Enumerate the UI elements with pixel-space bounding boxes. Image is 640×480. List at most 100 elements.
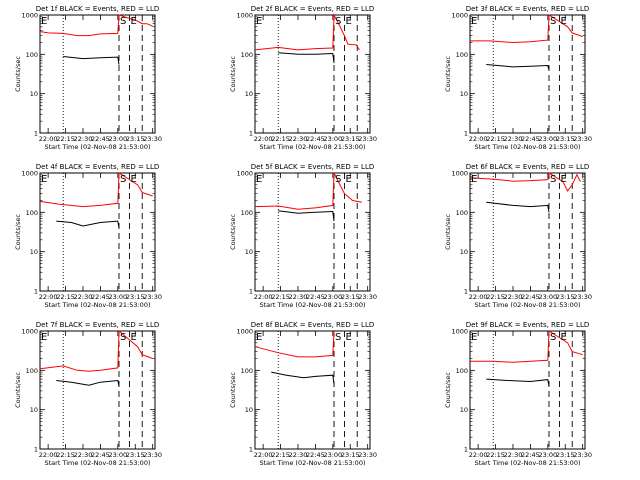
x-tick-label: 22:45 — [521, 135, 540, 143]
y-axis-label: Counts/sec — [229, 56, 237, 92]
y-tick-label: 100 — [241, 51, 253, 59]
x-tick-label: 22:00 — [254, 451, 273, 459]
panel-title: Det 5f BLACK = Events, RED = LLD — [251, 163, 374, 171]
y-tick-label: 1 — [34, 288, 38, 296]
lld-series-line — [39, 14, 153, 37]
y-tick-label: 1000 — [451, 12, 468, 20]
events-series-line — [486, 378, 550, 387]
x-tick-label: 23:15 — [556, 451, 575, 459]
events-series-line — [56, 220, 120, 229]
y-tick-label: 10 — [30, 406, 38, 414]
segment-marker-label: S — [335, 332, 341, 343]
y-tick-label: 100 — [26, 51, 38, 59]
panel-det-9: Det 9f BLACK = Events, RED = LLD 1 10 100 10… — [444, 321, 592, 467]
panel-det-2: Det 2f BLACK = Events, RED = LLD 1 10 100 10… — [229, 5, 377, 151]
y-tick-label: 100 — [456, 367, 468, 375]
x-tick-label: 23:15 — [341, 135, 360, 143]
lld-series-line — [470, 14, 583, 44]
x-tick-label: 22:00 — [39, 135, 58, 143]
segment-marker-label: E — [345, 332, 351, 343]
y-tick-label: 10 — [460, 90, 468, 98]
lld-series-line — [254, 13, 360, 51]
x-tick-label: 22:30 — [504, 451, 523, 459]
y-tick-label: 10 — [460, 248, 468, 256]
y-tick-label: 100 — [241, 367, 253, 375]
x-tick-label: 22:30 — [74, 451, 93, 459]
x-tick-label: 22:45 — [521, 293, 540, 301]
y-tick-label: 1 — [249, 446, 253, 454]
x-tick-label: 22:00 — [39, 293, 58, 301]
segment-marker-label: E — [560, 332, 566, 343]
x-tick-label: 22:30 — [74, 293, 93, 301]
y-axis-label: Counts/sec — [444, 214, 452, 250]
x-axis-label: Start Time (02-Nov-08 21:53:00) — [45, 459, 151, 467]
segment-marker-label: E — [130, 174, 136, 185]
plot-frame — [39, 172, 156, 292]
x-tick-label: 22:00 — [39, 451, 58, 459]
segment-marker-label: S — [550, 332, 556, 343]
panel-det-3: Det 3f BLACK = Events, RED = LLD 1 10 100 10… — [444, 5, 592, 151]
y-tick-label: 1 — [464, 288, 468, 296]
y-tick-label: 1 — [34, 446, 38, 454]
events-series-line — [278, 52, 335, 64]
x-axis-label: Start Time (02-Nov-08 21:53:00) — [45, 143, 151, 151]
y-tick-label: 1 — [464, 130, 468, 138]
panel-title: Det 3f BLACK = Events, RED = LLD — [466, 5, 589, 13]
x-tick-label: 22:30 — [289, 451, 308, 459]
segment-marker-label: E — [130, 16, 136, 27]
events-series-line — [486, 201, 550, 213]
x-tick-label: 22:15 — [56, 293, 75, 301]
y-tick-label: 100 — [456, 209, 468, 217]
x-tick-label: 22:30 — [504, 293, 523, 301]
y-tick-label: 10 — [30, 248, 38, 256]
segment-marker-label: E — [471, 16, 477, 27]
y-tick-label: 100 — [26, 367, 38, 375]
panel-det-1: Det 1f BLACK = Events, RED = LLD 1 10 100 10… — [14, 5, 162, 151]
x-tick-label: 22:30 — [74, 135, 93, 143]
x-tick-label: 23:00 — [538, 135, 557, 143]
lld-series-line — [254, 172, 362, 210]
lld-series-line — [39, 172, 153, 208]
y-axis-label: Counts/sec — [14, 372, 22, 408]
panel-title: Det 7f BLACK = Events, RED = LLD — [36, 321, 159, 329]
events-series-line — [63, 56, 120, 65]
segment-marker-label: E — [256, 332, 262, 343]
y-tick-label: 1000 — [236, 170, 253, 178]
segment-marker-label: E — [560, 174, 566, 185]
x-tick-label: 23:00 — [538, 293, 557, 301]
x-tick-label: 22:15 — [271, 293, 290, 301]
y-tick-label: 100 — [26, 209, 38, 217]
y-tick-label: 1000 — [236, 12, 253, 20]
y-tick-label: 1 — [249, 288, 253, 296]
x-tick-label: 22:45 — [306, 135, 325, 143]
segment-marker-label: E — [41, 174, 47, 185]
segment-marker-label: E — [345, 174, 351, 185]
events-series-line — [56, 379, 120, 387]
segment-marker-label: E — [256, 174, 262, 185]
panel-det-6: Det 6f BLACK = Events, RED = LLD 1 10 100 10… — [444, 163, 592, 309]
y-tick-label: 1000 — [21, 328, 38, 336]
panel-title: Det 1f BLACK = Events, RED = LLD — [36, 5, 159, 13]
x-tick-label: 22:30 — [289, 135, 308, 143]
x-tick-label: 23:30 — [358, 135, 377, 143]
x-tick-label: 23:00 — [538, 451, 557, 459]
x-tick-label: 23:00 — [108, 293, 127, 301]
x-tick-label: 23:00 — [108, 451, 127, 459]
plot-frame — [469, 330, 586, 450]
x-tick-label: 22:15 — [271, 451, 290, 459]
x-tick-label: 22:45 — [91, 135, 110, 143]
y-axis-label: Counts/sec — [229, 214, 237, 250]
segment-marker-label: E — [130, 332, 136, 343]
x-tick-label: 23:00 — [323, 451, 342, 459]
x-tick-label: 22:15 — [486, 451, 505, 459]
x-tick-label: 22:30 — [504, 135, 523, 143]
x-axis-label: Start Time (02-Nov-08 21:53:00) — [45, 301, 151, 309]
panel-title: Det 2f BLACK = Events, RED = LLD — [251, 5, 374, 13]
x-tick-label: 23:30 — [358, 451, 377, 459]
plot-frame — [39, 14, 156, 134]
events-series-line — [271, 371, 335, 385]
x-tick-label: 23:00 — [323, 135, 342, 143]
segment-marker-label: E — [41, 332, 47, 343]
y-tick-label: 10 — [245, 90, 253, 98]
